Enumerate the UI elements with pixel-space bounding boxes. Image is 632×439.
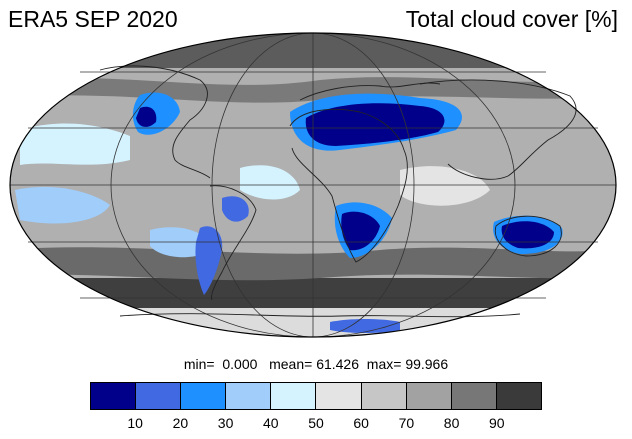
subtropical-east-pacific <box>15 186 110 224</box>
colorbar-tick-label: 50 <box>308 415 324 431</box>
stats-min-label: min= <box>183 356 215 372</box>
arctic-band <box>10 33 616 68</box>
colorbar-swatch <box>226 383 272 409</box>
colorbar-swatch <box>406 383 452 409</box>
colorbar-swatch <box>496 383 541 409</box>
colorbar-tick-label: 10 <box>127 415 143 431</box>
colorbar-tick-label: 70 <box>398 415 415 431</box>
indian-ocean-light <box>400 166 490 206</box>
colorbar-swatch <box>316 383 362 409</box>
storm-track-south <box>10 247 616 281</box>
antarctic-clear <box>330 319 400 333</box>
colorbar-tick-label: 60 <box>353 415 369 431</box>
stats-min-value: 0.000 <box>222 356 258 372</box>
stats-max-label: max= <box>366 356 402 372</box>
sahara-clear <box>305 103 445 146</box>
colorbar-swatch <box>181 383 227 409</box>
cloud-cover-map <box>9 32 617 338</box>
coast-north-america <box>99 65 211 179</box>
coast-antarctica <box>119 313 521 318</box>
southern-ocean-band <box>10 278 616 308</box>
map-title-left: ERA5 SEP 2020 <box>8 6 178 32</box>
globe-outline <box>9 32 617 338</box>
colorbar-swatch <box>451 383 497 409</box>
coast-asia <box>419 79 577 180</box>
colorbar-swatch <box>136 383 182 409</box>
stats-mean-value: 61.426 <box>316 356 360 372</box>
tropical-atlantic-light <box>240 165 300 200</box>
colorbar-swatch <box>271 383 317 409</box>
coast-africa <box>289 108 408 263</box>
colorbar-tick-label: 40 <box>263 415 279 431</box>
colorbar-tick-label: 90 <box>489 415 505 431</box>
colorbar-tick-label: 80 <box>443 415 460 431</box>
stats-max-value: 99.966 <box>405 356 449 372</box>
map-title-right: Total cloud cover [%] <box>405 6 618 32</box>
stats-mean-label: mean= <box>269 356 313 372</box>
south-america-clear <box>195 226 223 295</box>
colorbar-swatch <box>91 383 137 409</box>
map-fill-layer <box>10 33 616 337</box>
tropical-pacific-light <box>20 123 130 165</box>
australia-clear <box>501 221 554 249</box>
coastlines <box>99 65 577 318</box>
coast-australia <box>494 215 562 257</box>
colorbar-ticks: 10 20 30 40 50 60 70 80 90 <box>90 415 542 435</box>
coast-south-america <box>209 185 257 301</box>
colorbar-tick-label: 30 <box>217 415 234 431</box>
brazil-clear <box>222 196 249 222</box>
stats-line: min= 0.000 mean= 61.426 max= 99.966 <box>0 356 632 372</box>
colorbar-tick-label: 20 <box>172 415 189 431</box>
colorbar <box>90 382 542 410</box>
southern-africa-clear <box>341 211 380 251</box>
antarctica-band <box>10 308 616 337</box>
north-america-core <box>136 106 157 127</box>
colorbar-swatch <box>361 383 407 409</box>
